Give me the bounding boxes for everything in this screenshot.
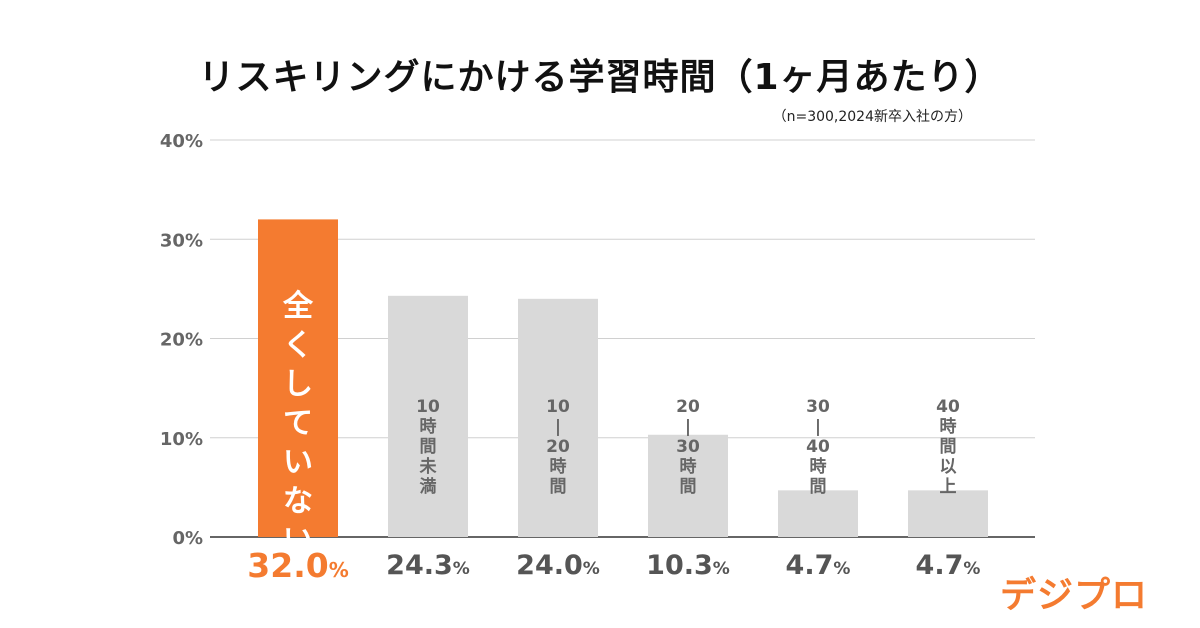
data-label-unit: % xyxy=(712,559,730,579)
bar xyxy=(518,298,598,537)
data-label: 32.0% xyxy=(228,546,368,585)
data-label-number: 10.3 xyxy=(646,550,713,581)
y-tick-label: 10% xyxy=(160,429,203,450)
data-label-number: 24.0 xyxy=(516,550,583,581)
category-label: 全 く し て い な い xyxy=(283,289,313,558)
category-label: 30 | 40 時 間 xyxy=(806,397,830,497)
data-label: 10.3% xyxy=(618,550,758,581)
bar xyxy=(258,219,338,537)
category-label: 10 時 間 未 満 xyxy=(416,397,440,497)
category-label: 20 | 30 時 間 xyxy=(676,397,700,497)
chart-subtitle: （n=300,2024新卒入社の方） xyxy=(772,109,972,125)
bar xyxy=(778,490,858,537)
data-label: 4.7% xyxy=(878,550,1018,581)
data-label: 4.7% xyxy=(748,550,888,581)
bar xyxy=(648,434,728,537)
y-tick-label: 30% xyxy=(160,230,203,251)
data-label: 24.0% xyxy=(488,550,628,581)
data-label-unit: % xyxy=(452,559,470,579)
data-label-unit: % xyxy=(963,559,981,579)
data-label: 24.3% xyxy=(358,550,498,581)
data-label-number: 24.3 xyxy=(386,550,453,581)
data-label-number: 4.7 xyxy=(915,550,964,581)
data-label-unit: % xyxy=(833,559,851,579)
bar xyxy=(388,295,468,537)
data-label-unit: % xyxy=(328,558,349,582)
category-label: 40 時 間 以 上 xyxy=(936,397,960,497)
category-label: 10 | 20 時 間 xyxy=(546,397,570,497)
y-tick-label: 20% xyxy=(160,330,203,351)
y-tick-label: 40% xyxy=(160,131,203,152)
data-label-number: 4.7 xyxy=(785,550,834,581)
y-tick-label: 0% xyxy=(172,528,203,549)
bar xyxy=(908,490,988,537)
data-label-number: 32.0 xyxy=(247,546,329,585)
brand-logo: デジプロ xyxy=(1000,575,1149,616)
data-label-unit: % xyxy=(582,559,600,579)
chart-title: リスキリングにかける学習時間（1ヶ月あたり） xyxy=(198,57,1002,98)
